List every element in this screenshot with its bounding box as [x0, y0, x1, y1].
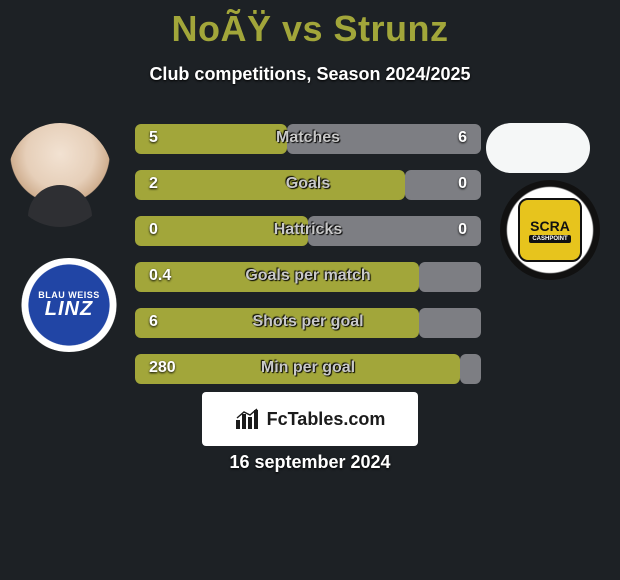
stat-bar-left	[135, 262, 419, 292]
stat-bar-left	[135, 216, 308, 246]
stat-bars: Matches56 Goals20 Hattricks00 Goals per mat…	[135, 124, 481, 400]
player-left-avatar	[8, 123, 112, 227]
player-right-avatar	[486, 123, 590, 173]
club-right-inner-badge: SCRA CASHPOINT	[518, 198, 582, 262]
stat-bar-right	[287, 124, 481, 154]
stat-bar-left	[135, 308, 419, 338]
stat-bar-right	[419, 262, 481, 292]
stat-row: Shots per goal6	[135, 308, 481, 338]
branding-pill: FcTables.com	[202, 392, 418, 446]
stat-row: Goals per match0.4	[135, 262, 481, 292]
club-left-line2: LINZ	[45, 298, 93, 321]
stat-row: Goals20	[135, 170, 481, 200]
club-right-line2: CASHPOINT	[529, 235, 570, 243]
stat-bar-left	[135, 354, 460, 384]
branding-chart-icon	[235, 408, 261, 430]
stat-bar-left	[135, 170, 405, 200]
stat-bar-left	[135, 124, 287, 154]
club-right-line1: SCRA	[530, 218, 570, 234]
footer-date: 16 september 2024	[0, 452, 620, 473]
page-title: NoÃŸ vs Strunz	[0, 0, 620, 50]
stat-row: Hattricks00	[135, 216, 481, 246]
stat-row: Min per goal280	[135, 354, 481, 384]
club-right-badge: SCRA CASHPOINT	[500, 180, 600, 280]
stat-bar-right	[308, 216, 481, 246]
club-left-badge: BLAU WEISS LINZ	[18, 258, 120, 352]
branding-text: FcTables.com	[267, 409, 386, 430]
stat-bar-right	[405, 170, 481, 200]
stat-bar-right	[419, 308, 481, 338]
stat-row: Matches56	[135, 124, 481, 154]
stat-bar-right	[460, 354, 481, 384]
comparison-infographic: NoÃŸ vs Strunz Club competitions, Season…	[0, 0, 620, 580]
page-subtitle: Club competitions, Season 2024/2025	[0, 64, 620, 85]
